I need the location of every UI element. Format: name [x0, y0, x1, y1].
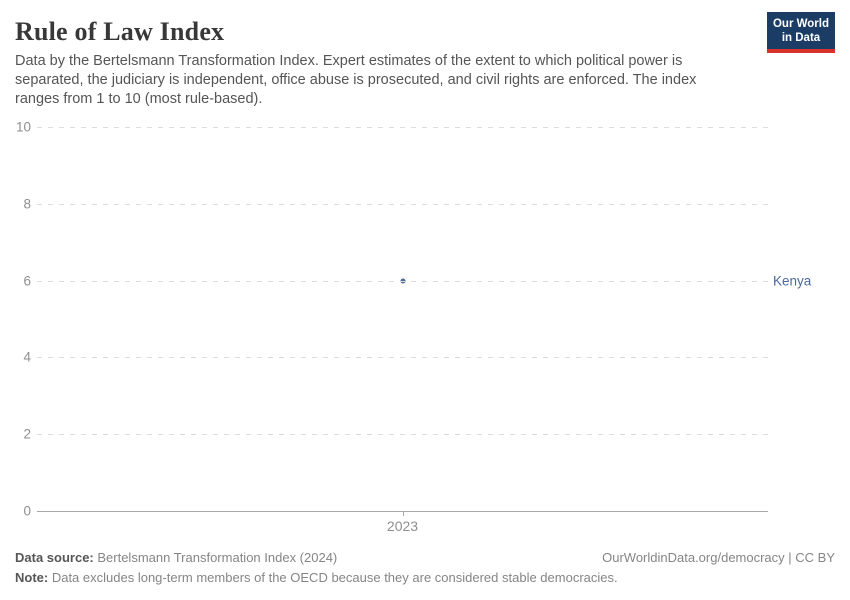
y-tick-label-10: 10 [15, 119, 31, 135]
y-axis: 0 2 4 6 8 10 [0, 120, 31, 519]
gridline-6 [37, 280, 768, 282]
y-tick-label-6: 6 [23, 273, 31, 289]
plot-area: 2023 Kenya [37, 127, 811, 534]
page-title: Rule of Law Index [15, 17, 225, 46]
x-tick-label: 2023 [386, 518, 419, 534]
datasource-label: Data source: [15, 550, 94, 565]
gridline-4 [37, 357, 768, 359]
chart-footer: Data source: Bertelsmann Transformation … [15, 550, 835, 590]
y-tick-label-2: 2 [23, 426, 31, 442]
note-value: Data excludes long-term members of the O… [48, 570, 618, 585]
attribution-link[interactable]: OurWorldinData.org/democracy | CC BY [602, 550, 835, 565]
datasource-value: Bertelsmann Transformation Index (2024) [93, 550, 338, 565]
gridline-10 [37, 127, 768, 128]
chart-area: 0 2 4 6 8 10 2023 Kenya [0, 110, 850, 535]
owid-logo-line1: Our World [772, 18, 829, 30]
y-tick-label-8: 8 [23, 196, 31, 212]
entity-label[interactable]: Kenya [773, 273, 812, 289]
y-tick-label-0: 0 [23, 503, 31, 519]
chart-subtitle: Data by the Bertelsmann Transformation I… [15, 53, 697, 107]
note-label: Note: [15, 570, 49, 585]
gridline-2 [37, 434, 768, 436]
y-tick-label-4: 4 [23, 349, 31, 365]
note-line: Note: Data excludes long-term members of… [15, 570, 618, 585]
gridline-0 [37, 511, 768, 512]
owid-logo-line2: in Data [781, 32, 821, 44]
owid-logo[interactable]: Our World in Data [767, 12, 835, 53]
datasource-line: Data source: Bertelsmann Transformation … [15, 550, 337, 565]
gridline-8 [37, 203, 768, 205]
x-axis-tick [402, 511, 404, 516]
